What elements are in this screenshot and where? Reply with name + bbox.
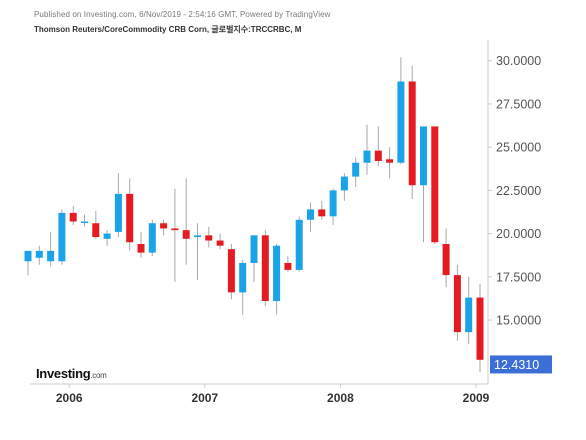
candle-up <box>340 176 348 191</box>
x-tick-label: 2007 <box>191 391 218 405</box>
last-price-label: 12.4310 <box>494 358 539 372</box>
y-tick-labels: 15.0000 17.5000 20.0000 22.5000 25.0000 27.50… <box>488 54 541 328</box>
y-tick-label: 30.0000 <box>496 54 541 68</box>
candle-up <box>465 297 473 333</box>
candle-down <box>182 230 190 239</box>
y-tick-label: 25.0000 <box>496 141 541 155</box>
candle-up <box>58 212 66 262</box>
candle-down <box>374 150 382 162</box>
candle-up <box>397 81 405 163</box>
candle-down <box>431 126 439 243</box>
y-tick-label: 22.5000 <box>496 184 541 198</box>
x-tick-labels: 2006 2007 2008 2009 <box>56 384 490 405</box>
y-tick-label: 15.0000 <box>496 314 541 328</box>
y-tick-label: 20.0000 <box>496 227 541 241</box>
candle-down <box>408 81 416 186</box>
candle-down <box>205 235 213 241</box>
candle-up <box>420 126 427 186</box>
candle-up <box>307 209 314 220</box>
candle-down <box>160 223 168 229</box>
candle-up <box>35 250 43 258</box>
candle-down <box>126 193 134 243</box>
candle-up <box>329 190 337 217</box>
candle-down <box>171 228 179 231</box>
symbol-title: Thomson Reuters/CoreCommodity CRB Corn, … <box>34 25 302 34</box>
candle-down <box>92 223 100 238</box>
published-note: Published on Investing.com, 6/Nov/2019 -… <box>34 10 331 19</box>
candle-up <box>194 235 201 238</box>
last-price-badge: 12.4310 <box>490 355 552 374</box>
candles-group <box>24 57 488 372</box>
candle-down <box>216 240 224 246</box>
candle-down <box>386 159 394 163</box>
candle-up <box>273 245 281 302</box>
candle-up <box>148 223 156 253</box>
x-tick-label: 2008 <box>327 391 354 405</box>
x-tick-label: 2009 <box>463 391 490 405</box>
candle-down <box>227 249 235 293</box>
last-price-background <box>490 355 552 374</box>
candle-up <box>250 235 258 263</box>
y-tick-label: 17.5000 <box>496 270 541 284</box>
candle-up <box>363 150 371 163</box>
candle-up <box>103 233 111 239</box>
candle-up <box>81 221 88 224</box>
candle-down <box>318 209 326 217</box>
candle-up <box>47 250 55 262</box>
candle-up <box>114 193 122 232</box>
candle-up <box>239 262 247 293</box>
y-tick-label: 27.5000 <box>496 97 541 111</box>
investing-logo: Investing.com <box>36 366 107 381</box>
candle-down <box>69 212 77 222</box>
candle-down <box>137 243 145 253</box>
candle-up <box>352 162 360 177</box>
candle-down <box>453 275 461 333</box>
x-tick-label: 2006 <box>56 391 83 405</box>
candle-down <box>261 235 269 302</box>
candle-up <box>295 219 303 270</box>
candle-down <box>442 243 450 276</box>
candle-down <box>476 297 484 360</box>
candle-up <box>24 250 32 262</box>
candle-down <box>284 262 292 270</box>
